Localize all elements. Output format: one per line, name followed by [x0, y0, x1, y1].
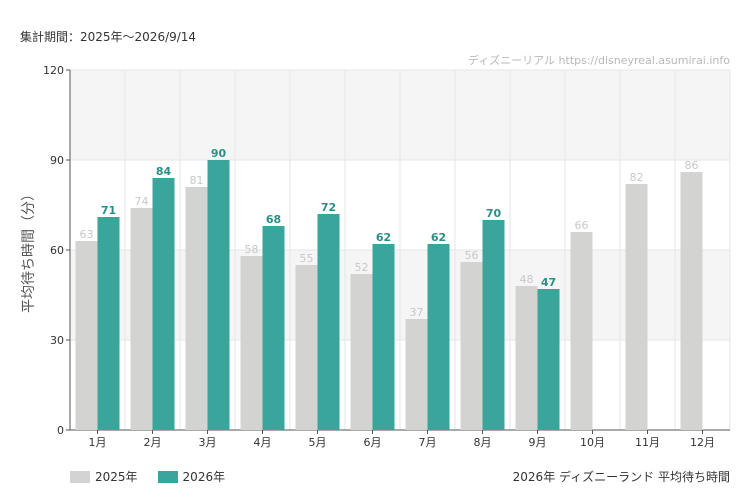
chart-footer-title: 2026年 ディズニーランド 平均待ち時間 — [512, 470, 730, 484]
legend-label-2025: 2025年 — [95, 470, 138, 484]
chart-legend: 2025年 2026年 — [70, 468, 225, 485]
bar-2026 — [262, 226, 285, 430]
data-label-2025: 52 — [355, 261, 369, 274]
x-tick-label: 4月 — [254, 436, 272, 449]
data-label-2025: 48 — [520, 273, 534, 286]
bar-2025 — [625, 184, 648, 430]
bar-2025 — [240, 256, 263, 430]
data-label-2026: 70 — [486, 207, 502, 220]
data-label-2026: 47 — [541, 276, 556, 289]
period-text: 集計期間：2025年～2026/9/14 — [20, 30, 197, 44]
data-label-2025: 66 — [575, 219, 589, 232]
x-tick-label: 7月 — [419, 436, 437, 449]
x-tick-label: 8月 — [474, 436, 492, 449]
bar-2025 — [185, 187, 208, 430]
y-tick-label: 30 — [50, 334, 64, 347]
data-label-2026: 71 — [101, 204, 116, 217]
bar-2026 — [207, 160, 230, 430]
bar-2026 — [482, 220, 505, 430]
bar-2026 — [317, 214, 340, 430]
x-tick-label: 9月 — [529, 436, 547, 449]
bar-2025 — [350, 274, 373, 430]
legend-swatch-2026 — [157, 470, 178, 483]
y-axis-title: 平均待ち時間（分） — [21, 187, 37, 313]
x-tick-label: 3月 — [199, 436, 217, 449]
data-label-2026: 68 — [266, 213, 281, 226]
y-tick-label: 60 — [50, 244, 64, 257]
data-label-2026: 62 — [376, 231, 391, 244]
x-tick-label: 10月 — [580, 436, 605, 449]
bar-2026 — [537, 289, 560, 430]
data-label-2025: 86 — [685, 159, 699, 172]
data-label-2026: 72 — [321, 201, 336, 214]
bar-2026 — [372, 244, 395, 430]
legend-item-2025[interactable]: 2025年 — [70, 468, 138, 485]
data-label-2025: 56 — [465, 249, 479, 262]
data-label-2025: 37 — [410, 306, 424, 319]
y-tick-label: 90 — [50, 154, 64, 167]
legend-item-2026[interactable]: 2026年 — [157, 468, 226, 485]
bar-2025 — [570, 232, 593, 430]
legend-label-2026: 2026年 — [182, 470, 226, 484]
bar-2026 — [427, 244, 450, 430]
bar-2025 — [405, 319, 428, 430]
bar-2025 — [295, 265, 318, 430]
bar-2025 — [680, 172, 703, 430]
x-tick-label: 5月 — [309, 436, 327, 449]
data-label-2025: 55 — [300, 252, 314, 265]
data-label-2025: 58 — [245, 243, 259, 256]
data-label-2025: 81 — [190, 174, 204, 187]
y-tick-label: 120 — [43, 64, 64, 77]
data-label-2026: 84 — [156, 165, 172, 178]
data-label-2025: 82 — [630, 171, 644, 184]
x-tick-label: 12月 — [690, 436, 715, 449]
data-label-2026: 62 — [431, 231, 446, 244]
bar-2026 — [152, 178, 175, 430]
x-tick-label: 6月 — [364, 436, 382, 449]
bar-2025 — [515, 286, 538, 430]
data-label-2025: 74 — [135, 195, 149, 208]
bar-2025 — [460, 262, 483, 430]
y-tick-label: 0 — [57, 424, 64, 437]
x-tick-label: 11月 — [635, 436, 660, 449]
data-label-2025: 63 — [80, 228, 94, 241]
watermark-text: ディズニーリアル https://disneyreal.asumirai.inf… — [467, 54, 730, 67]
data-label-2026: 90 — [211, 147, 227, 160]
x-tick-label: 2月 — [144, 436, 162, 449]
bar-2025 — [75, 241, 98, 430]
legend-swatch-2025 — [70, 470, 90, 483]
x-tick-label: 1月 — [89, 436, 107, 449]
bar-2025 — [130, 208, 153, 430]
bar-2026 — [97, 217, 120, 430]
